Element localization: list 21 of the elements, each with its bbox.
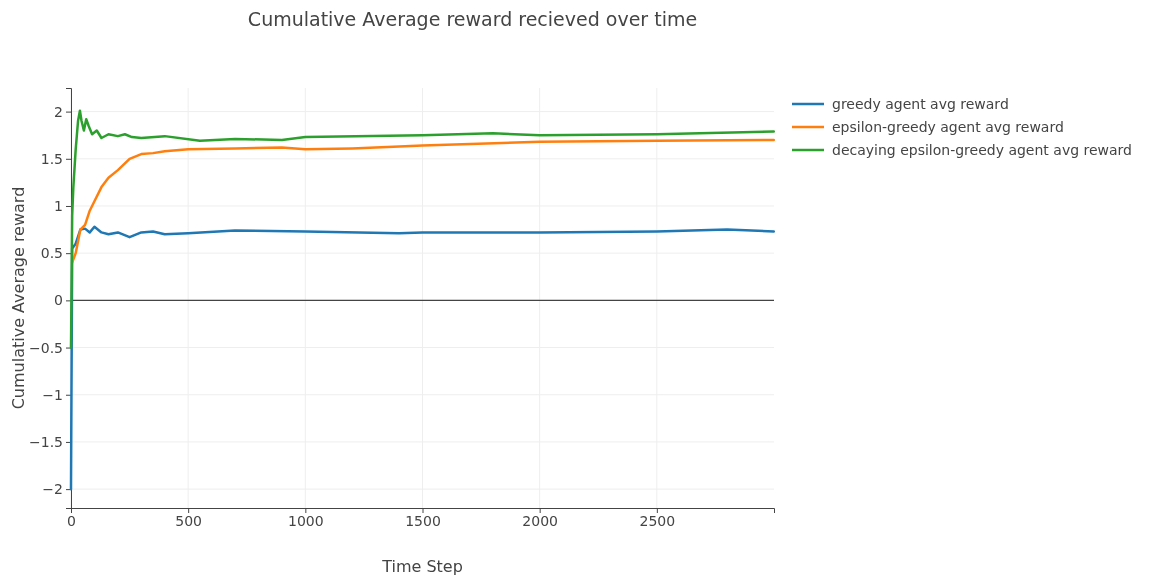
y-tick-label: −1.5 xyxy=(29,433,63,450)
y-tick-label: 0 xyxy=(54,292,63,309)
x-tick-label: 2500 xyxy=(639,512,676,529)
legend-label: decaying epsilon-greedy agent avg reward xyxy=(832,142,1132,158)
x-tick-label: 2000 xyxy=(522,512,558,529)
y-tick-label: 1 xyxy=(54,197,63,214)
legend-label: greedy agent avg reward xyxy=(832,96,1009,112)
y-tick-label: 0.5 xyxy=(40,245,63,262)
x-tick-label: 0 xyxy=(67,512,76,529)
y-axis-title: Cumulative Average reward xyxy=(9,186,28,410)
legend-label: epsilon-greedy agent avg reward xyxy=(832,119,1064,135)
y-tick-label: −2 xyxy=(42,481,63,498)
chart-title: Cumulative Average reward recieved over time xyxy=(247,8,698,30)
x-tick-label: 1500 xyxy=(405,512,441,529)
x-tick-label: 500 xyxy=(175,512,203,529)
y-tick-label: −1 xyxy=(42,386,63,403)
x-tick-label: 1000 xyxy=(288,512,324,529)
y-tick-label: −0.5 xyxy=(29,339,63,356)
y-tick-label: 1.5 xyxy=(40,150,63,167)
x-axis-title: Time Step xyxy=(381,557,463,576)
y-tick-label: 2 xyxy=(54,103,63,120)
